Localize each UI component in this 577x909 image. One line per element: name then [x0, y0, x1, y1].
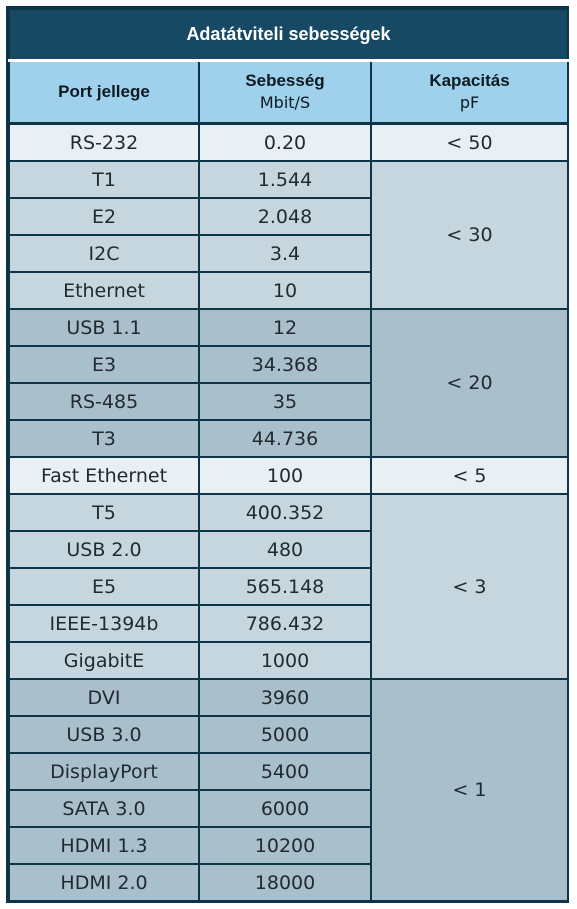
port-cell: USB 1.1 — [8, 308, 200, 347]
port-cell: IEEE-1394b — [8, 604, 200, 643]
speed-cell: 786.432 — [198, 604, 372, 643]
capacitance-cell: < 1 — [370, 678, 569, 902]
table-row: E3 34.368 — [8, 345, 568, 384]
speed-cell: 10 — [198, 271, 372, 310]
port-cell: I2C — [8, 234, 200, 273]
speed-cell: 34.368 — [198, 345, 372, 384]
capacitance-cell: < 20 — [370, 308, 569, 458]
speed-cell: 6000 — [198, 789, 372, 828]
speed-cell: 100 — [198, 456, 372, 495]
table-row: T3 44.736 — [8, 419, 568, 458]
table-row: I2C 3.4 — [8, 234, 568, 273]
capacitance-cell: < 50 — [370, 122, 569, 162]
header-capacitance-label: Kapacitás — [429, 71, 510, 90]
port-cell: DisplayPort — [8, 752, 200, 791]
port-cell: Ethernet — [8, 271, 200, 310]
speed-cell: 18000 — [198, 863, 372, 902]
speed-cell: 10200 — [198, 826, 372, 865]
capacitance-cell: < 3 — [370, 493, 569, 680]
table-row: Ethernet 10 — [8, 271, 568, 310]
header-port-label: Port jellege — [58, 82, 150, 101]
port-cell: T5 — [8, 493, 200, 532]
table-row: DisplayPort 5400 — [8, 752, 568, 791]
table-row: USB 1.1 12 < 20 — [8, 308, 569, 458]
table-row: HDMI 2.0 18000 — [8, 863, 568, 902]
port-cell: E2 — [8, 197, 200, 236]
table-row: HDMI 1.3 10200 — [8, 826, 568, 865]
table-row: RS-232 0.20 < 50 — [8, 122, 569, 162]
speed-cell: 5000 — [198, 715, 372, 754]
speed-cell: 5400 — [198, 752, 372, 791]
port-cell: T3 — [8, 419, 200, 458]
header-speed-label: Sebesség — [245, 71, 325, 90]
port-cell: E3 — [8, 345, 200, 384]
speed-cell: 2.048 — [198, 197, 372, 236]
speed-cell: 3960 — [198, 678, 372, 717]
speed-cell: 400.352 — [198, 493, 372, 532]
port-cell: T1 — [8, 160, 200, 199]
header-speed: Sebesség Mbit/S — [198, 59, 372, 125]
port-cell: USB 2.0 — [8, 530, 200, 569]
port-cell: RS-232 — [8, 122, 200, 162]
speed-cell: 12 — [198, 308, 372, 347]
speed-cell: 565.148 — [198, 567, 372, 606]
port-cell: DVI — [8, 678, 200, 717]
header-port: Port jellege — [8, 59, 200, 125]
data-rate-table: Adatátviteli sebességek Port jellege Seb… — [8, 8, 569, 902]
speed-cell: 1.544 — [198, 160, 372, 199]
header-speed-unit: Mbit/S — [259, 93, 311, 112]
table-row: T5 400.352 < 3 — [8, 493, 569, 680]
port-cell: SATA 3.0 — [8, 789, 200, 828]
table-row: E5 565.148 — [8, 567, 568, 606]
table-row: Fast Ethernet 100 < 5 — [8, 456, 569, 495]
table-row: GigabitE 1000 — [8, 641, 568, 680]
port-cell: Fast Ethernet — [8, 456, 200, 495]
table-title: Adatátviteli sebességek — [8, 8, 569, 62]
data-rate-table-frame: Adatátviteli sebességek Port jellege Seb… — [6, 6, 569, 903]
table-row: DVI 3960 < 1 — [8, 678, 569, 902]
speed-cell: 3.4 — [198, 234, 372, 273]
port-cell: E5 — [8, 567, 200, 606]
header-capacitance-unit: pF — [459, 93, 480, 112]
speed-cell: 480 — [198, 530, 372, 569]
capacitance-cell: < 30 — [370, 160, 569, 310]
table-row: SATA 3.0 6000 — [8, 789, 568, 828]
table-row: E2 2.048 — [8, 197, 568, 236]
port-cell: HDMI 2.0 — [8, 863, 200, 902]
speed-cell: 0.20 — [198, 122, 372, 162]
speed-cell: 1000 — [198, 641, 372, 680]
table-row: USB 2.0 480 — [8, 530, 568, 569]
table-row: IEEE-1394b 786.432 — [8, 604, 568, 643]
port-cell: USB 3.0 — [8, 715, 200, 754]
port-cell: GigabitE — [8, 641, 200, 680]
header-capacitance: Kapacitás pF — [370, 59, 569, 125]
table-body: RS-232 0.20 < 50 T1 1.544 < 30 E2 2.048 I2C 3.4 Et… — [8, 122, 569, 902]
table-row: RS-485 35 — [8, 382, 568, 421]
port-cell: HDMI 1.3 — [8, 826, 200, 865]
table-row: USB 3.0 5000 — [8, 715, 568, 754]
speed-cell: 35 — [198, 382, 372, 421]
capacitance-cell: < 5 — [370, 456, 569, 495]
speed-cell: 44.736 — [198, 419, 372, 458]
table-row: T1 1.544 < 30 — [8, 160, 569, 310]
port-cell: RS-485 — [8, 382, 200, 421]
